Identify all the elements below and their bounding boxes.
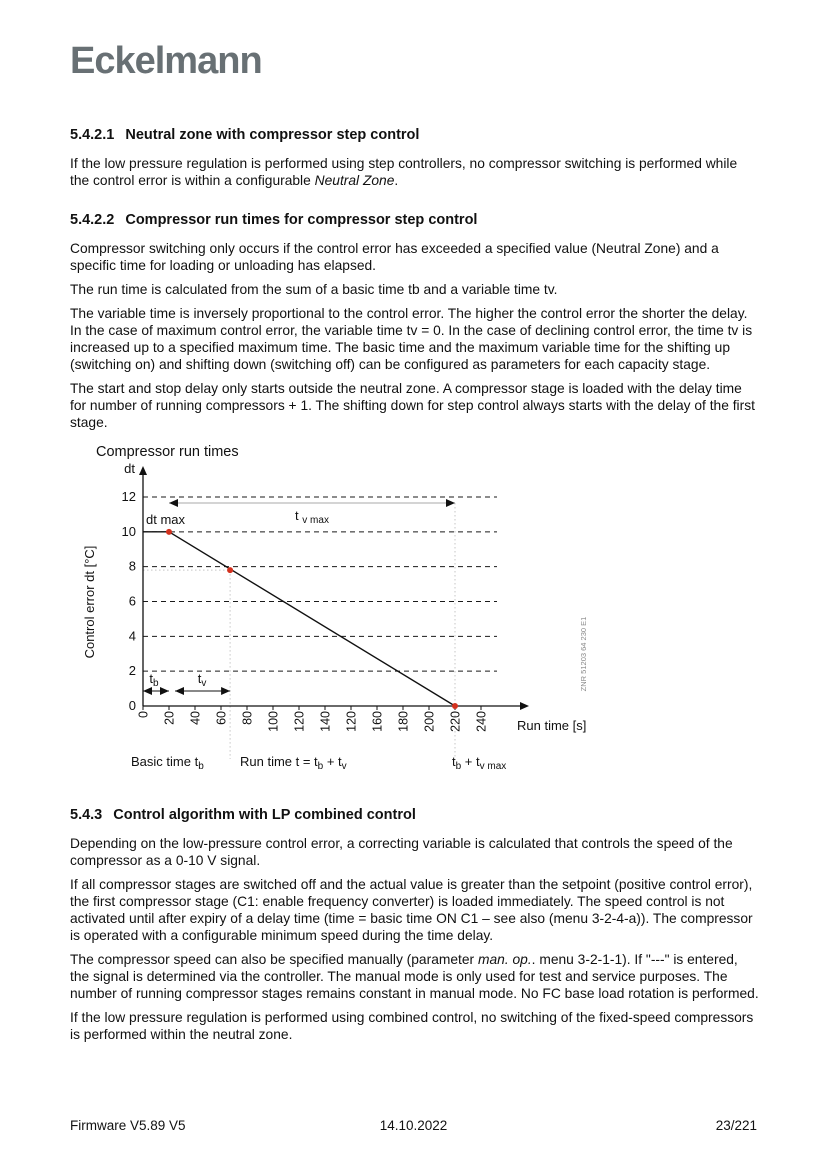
- run-times-figure: Compressor run times t v max dt 0 2 4 6 8 10 12 0 2…: [80, 439, 760, 784]
- paragraph: Depending on the low-pressure control er…: [70, 836, 733, 869]
- x-tick-label: 180: [397, 711, 411, 732]
- arrowhead: [175, 687, 184, 696]
- x-tick-label: 140: [319, 711, 333, 732]
- x-tick-label: 160: [371, 711, 385, 732]
- section-number: 5.4.2.2: [70, 212, 115, 229]
- section-number: 5.4.2.1: [70, 127, 115, 143]
- bottom-annotation: Run time t = tb + tv: [240, 754, 347, 772]
- x-tick-label: 20: [163, 711, 177, 725]
- text-segment: . menu 3-2-1-1). If "---" is entered, th…: [70, 952, 759, 1002]
- section-heading: 5.4.3 Control algorithm with LP combined …: [70, 806, 760, 824]
- data-point-marker: [166, 529, 172, 536]
- paragraph: Compressor switching only occurs if the …: [70, 241, 719, 274]
- section-neutral-zone: 5.4.2.1 Neutral zone with compressor step…: [70, 126, 760, 189]
- y-tick-label: 0: [129, 698, 136, 713]
- arrowhead: [160, 687, 169, 696]
- page-footer: Firmware V5.89 V5 14.10.2022 23/221: [70, 1118, 757, 1133]
- dt-max-label: dt max: [146, 512, 186, 527]
- arrowhead: [221, 687, 231, 696]
- section-heading: 5.4.2.2 Compressor run times for compress…: [70, 211, 760, 229]
- chart-title: Compressor run times: [96, 444, 239, 460]
- text-segment: The compressor speed can also be specifi…: [70, 952, 478, 968]
- paragraph: The compressor speed can also be specifi…: [70, 951, 760, 1002]
- company-logo: Eckelmann: [70, 40, 263, 82]
- data-line: [143, 531, 456, 707]
- x-tick-label: 200: [423, 711, 437, 732]
- x-tick-label: 40: [189, 711, 203, 725]
- section-lp-combined: 5.4.3 Control algorithm with LP combined …: [70, 806, 760, 1043]
- y-tick-label: 12: [122, 489, 136, 504]
- arrowhead: [520, 702, 529, 711]
- y-axis-label: Control error dt [°C]: [82, 546, 97, 659]
- x-tick-label: 220: [449, 711, 463, 732]
- section-heading: 5.4.2.1 Neutral zone with compressor step…: [70, 126, 760, 144]
- section-run-times: 5.4.2.2 Compressor run times for compress…: [70, 211, 760, 431]
- tv-max-label: t v max: [295, 508, 329, 526]
- y-tick-label: 6: [129, 594, 136, 609]
- x-tick-label: 80: [241, 711, 255, 725]
- paragraph: If the low pressure regulation is perfor…: [70, 155, 760, 189]
- text-segment: If the low pressure regulation is perfor…: [70, 156, 738, 189]
- footer-date: 14.10.2022: [379, 1118, 448, 1133]
- text-segment-italic: man. op.: [477, 952, 532, 968]
- arrowhead: [143, 687, 152, 696]
- paragraph: If all compressor stages are switched of…: [70, 877, 753, 944]
- paragraph: If the low pressure regulation is perfor…: [70, 1010, 754, 1043]
- y-tick-label: 4: [129, 629, 136, 644]
- tb-label: tb: [149, 671, 159, 689]
- section-title: Control algorithm with LP combined contr…: [113, 807, 416, 824]
- bottom-annotation: tb + tv max: [452, 754, 506, 772]
- x-tick-label: 240: [475, 711, 489, 732]
- arrowhead: [169, 499, 178, 508]
- arrowhead: [446, 499, 455, 508]
- text-segment: .: [394, 173, 399, 189]
- manual-page: Eckelmann 5.4.2.1 Neutral zone with compr…: [70, 40, 760, 1043]
- x-tick-label: 60: [215, 711, 229, 725]
- paragraph: The variable time is inversely proportio…: [70, 306, 753, 373]
- x-tick-label: 100: [267, 711, 281, 732]
- footer-firmware: Firmware V5.89 V5: [70, 1118, 186, 1133]
- section-title: Neutral zone with compressor step contro…: [125, 127, 420, 143]
- y-tick-label: 8: [129, 559, 136, 574]
- data-point-marker: [227, 567, 234, 574]
- y-axis-arrow-label: dt: [124, 461, 135, 476]
- y-tick-label: 10: [122, 524, 136, 539]
- paragraph: The start and stop delay only starts out…: [70, 381, 755, 431]
- x-tick-label: 120: [345, 711, 359, 732]
- section-number: 5.4.3: [70, 807, 103, 824]
- bottom-annotation: Basic time tb: [131, 754, 204, 772]
- x-tick-label: 120: [293, 711, 307, 732]
- data-point-marker: [452, 703, 458, 710]
- section-title: Compressor run times for compressor step…: [125, 212, 478, 229]
- text-segment-italic: Neutral Zone: [314, 173, 395, 189]
- tv-label: tv: [198, 671, 207, 689]
- y-tick-label: 2: [129, 663, 136, 678]
- footer-page-number: 23/221: [715, 1118, 757, 1133]
- drawing-number-note: ZNR 51203 64 230 E1: [579, 617, 588, 692]
- x-tick-label: 0: [137, 711, 151, 718]
- arrowhead: [139, 466, 147, 476]
- x-axis-label: Run time [s]: [517, 718, 586, 733]
- paragraph: The run time is calculated from the sum …: [70, 282, 558, 298]
